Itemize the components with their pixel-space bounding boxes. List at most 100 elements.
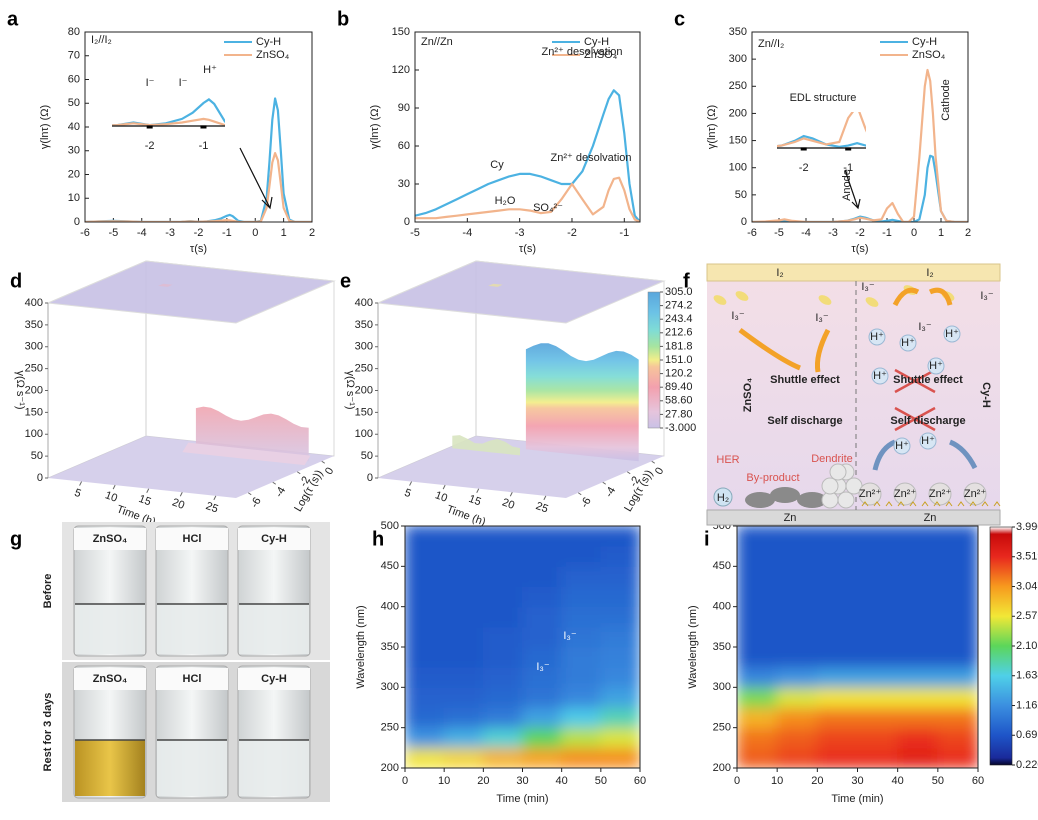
z-tick-label: 0	[37, 472, 43, 484]
diagram-text: I₃⁻	[918, 321, 932, 333]
heat-cell	[776, 707, 818, 729]
heat-cell	[816, 747, 858, 769]
heat-cell	[443, 727, 484, 749]
shuttle-arrow	[815, 328, 831, 373]
heat-cell	[482, 545, 523, 567]
x-tick	[543, 495, 547, 501]
z-tick-label: 400	[355, 297, 373, 309]
heat-cell	[522, 586, 563, 608]
diagram-text: I₃⁻	[815, 312, 829, 324]
heat-cell	[522, 666, 563, 688]
heat-cell	[522, 646, 563, 668]
x-tick-label: -2	[855, 227, 865, 239]
x-tick-label: -1	[882, 227, 892, 239]
plot-area	[415, 89, 640, 222]
zn-ion	[928, 482, 952, 506]
legend-label: ZnSO₄	[912, 49, 946, 61]
diagram-text: H⁺	[870, 331, 884, 343]
y-tick-label: 300	[713, 681, 731, 693]
heat-cell	[897, 727, 939, 749]
heat-cell	[857, 525, 899, 547]
y-tick	[296, 471, 301, 475]
vial-label: ZnSO₄	[93, 533, 128, 545]
heat-cell	[897, 525, 939, 547]
diagram-text: Self discharge	[767, 415, 842, 427]
heat-cell	[897, 646, 939, 668]
x-tick-label: 10	[438, 775, 450, 787]
y-axis-label: Wavelength (nm)	[355, 605, 367, 688]
colorbar-tick-label: -3.000	[665, 422, 696, 434]
heat-cell	[937, 586, 979, 608]
heat-cell	[404, 626, 445, 648]
x-axis-label: τ(s)	[851, 243, 868, 255]
heat-cell	[736, 525, 778, 547]
heat-cell	[736, 586, 778, 608]
colorbar	[989, 526, 1013, 766]
heatmap	[736, 525, 979, 769]
heat-cell	[937, 606, 979, 628]
heat-cell	[857, 747, 899, 769]
anchor	[897, 501, 905, 507]
x-tick	[442, 484, 446, 490]
y-tick-label: 200	[713, 762, 731, 774]
heat-cell	[600, 565, 641, 587]
y-tick-label: 400	[381, 601, 399, 613]
diagram-text: I₃⁻	[861, 281, 875, 293]
anchor	[933, 501, 941, 507]
panel-label: g	[10, 528, 22, 550]
heat-cell	[561, 747, 602, 769]
heat-cell	[937, 747, 979, 769]
heat-cell	[937, 565, 979, 587]
heat-cell	[600, 646, 641, 668]
heat-cell	[736, 666, 778, 688]
diagram-text: H⁺	[895, 440, 909, 452]
byproduct	[770, 487, 800, 503]
liquid	[157, 604, 227, 654]
diagram-text: I₂	[776, 267, 783, 279]
legend-label: ZnSO₄	[256, 49, 290, 61]
y-tick-label: 30	[68, 145, 80, 157]
anchor	[981, 501, 989, 507]
z-tick-label: 50	[31, 450, 43, 462]
heat-cell	[897, 626, 939, 648]
x-tick-label: 10	[771, 775, 783, 787]
inset-annotation: EDL structure	[790, 92, 857, 104]
annotation: Zn//Zn	[421, 36, 453, 48]
anchor	[873, 501, 881, 507]
x-tick	[409, 481, 413, 486]
series-line	[415, 89, 640, 222]
diagram-text: Zn²⁺	[894, 488, 917, 500]
diagram-text: Zn²⁺	[859, 488, 882, 500]
colorbar-tick-label: 27.80	[665, 408, 693, 420]
heat-cell	[404, 747, 445, 769]
heat-cell	[443, 646, 484, 668]
heat-cell	[857, 606, 899, 628]
y-tick-label: 80	[68, 26, 80, 38]
diagram-text: ZnSO₄	[742, 378, 754, 413]
colorbar-tick-label: 181.8	[665, 340, 693, 352]
heat-cell	[600, 626, 641, 648]
heat-cell	[897, 565, 939, 587]
y-tick-label: 400	[713, 601, 731, 613]
proton	[943, 325, 961, 343]
heat-cell	[937, 686, 979, 708]
y-axis-label: γ(lnτ) (Ω)	[39, 105, 51, 149]
heat-cell	[600, 686, 641, 708]
x-tick-label: 15	[467, 493, 483, 508]
proton	[899, 334, 917, 352]
heat-cell	[561, 666, 602, 688]
heat-cell	[482, 586, 523, 608]
diagram-text: Zn	[784, 512, 797, 524]
heat-cell	[404, 707, 445, 729]
diagram-text: H⁺	[873, 370, 887, 382]
x-tick-label: -2	[567, 227, 577, 239]
h2-bubble	[713, 487, 733, 507]
x-tick	[79, 481, 83, 486]
anchor	[921, 501, 929, 507]
y-tick-label: 10	[68, 192, 80, 204]
heat-cell	[857, 666, 899, 688]
top-surface	[376, 260, 666, 324]
legend-label: Cy-H	[912, 36, 937, 48]
x-tick-label: -6	[747, 227, 757, 239]
colorbar-tick-label: 0.2200	[1016, 759, 1038, 771]
